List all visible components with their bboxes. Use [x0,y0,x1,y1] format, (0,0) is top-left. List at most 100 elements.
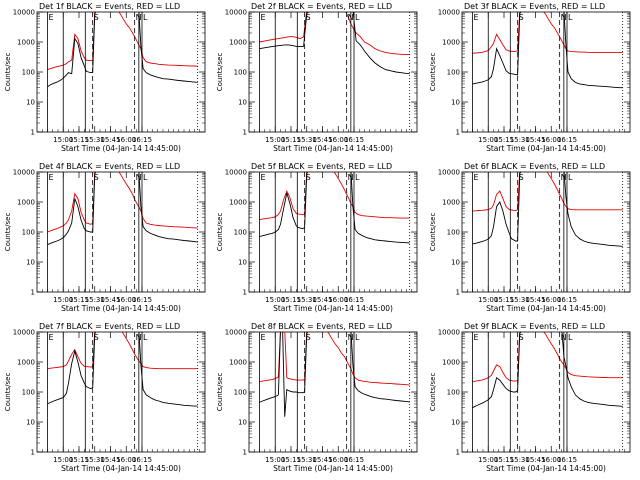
series-lld [472,332,623,383]
x-tick-label: 15:30 [510,456,530,464]
series-events [47,12,198,88]
x-tick-label: 15:00 [478,296,498,304]
x-tick-label: 16:15 [344,296,364,304]
y-tick-label: 1 [31,289,35,297]
x-tick-label: 16:00 [328,296,348,304]
panel-title: Det 8f BLACK = Events, RED = LLD [251,322,392,331]
y-tick-label: 1000 [229,359,247,367]
y-tick-label: 10000 [225,329,247,337]
y-tick-label: 1000 [17,359,35,367]
y-tick-label: 1 [31,449,35,457]
x-tick-label: 15:45 [525,136,545,144]
marker-label: L [355,173,360,182]
y-tick-label: 10 [26,259,35,267]
x-tick-label: 15:15 [281,136,301,144]
plot-frame [36,11,206,133]
series-lld [259,172,410,221]
y-axis-label: Counts/sec [429,213,437,252]
x-tick-label: 15:45 [525,296,545,304]
y-tick-label: 10000 [13,9,35,17]
y-tick-label: 10000 [13,169,35,177]
x-tick-label: 16:15 [344,136,364,144]
y-tick-label: 10 [26,99,35,107]
y-tick-label: 1000 [442,39,460,47]
plot-frame [36,331,206,453]
marker-label: S [94,333,99,342]
marker-label: E [49,13,54,22]
y-tick-label: 1000 [442,359,460,367]
x-tick-label: 15:00 [53,296,73,304]
y-tick-label: 10000 [225,169,247,177]
series-lld [472,172,623,212]
x-tick-label: 15:15 [494,456,514,464]
marker-label: E [49,333,54,342]
y-tick-label: 1 [31,129,35,137]
y-tick-label: 1 [243,129,247,137]
y-tick-label: 10000 [438,9,460,17]
y-axis-label: Counts/sec [4,373,12,412]
y-tick-label: 10 [451,99,460,107]
series-events [47,332,198,407]
x-tick-label: 15:00 [53,136,73,144]
marker-label: S [94,173,99,182]
marker-label: E [261,13,266,22]
x-tick-label: 16:00 [541,456,561,464]
x-tick-label: 15:15 [494,296,514,304]
x-tick-label: 15:30 [297,136,317,144]
series-events [47,172,198,246]
marker-label: L [143,333,148,342]
y-tick-label: 1000 [17,199,35,207]
panel-title: Det 6f BLACK = Events, RED = LLD [464,162,605,171]
x-tick-label: 16:15 [132,296,152,304]
panel-7f: Det 7f BLACK = Events, RED = LLD 1 10 100 10… [4,322,206,473]
y-tick-label: 10 [451,419,460,427]
marker-label: L [143,13,148,22]
panel-4f: Det 4f BLACK = Events, RED = LLD 1 10 100 10… [4,162,206,313]
x-tick-label: 15:30 [85,136,105,144]
y-tick-label: 100 [22,389,35,397]
panel-6f: Det 6f BLACK = Events, RED = LLD 1 10 100 10… [429,162,631,313]
panel-title: Det 5f BLACK = Events, RED = LLD [251,162,392,171]
series-lld [47,172,198,233]
x-tick-label: 16:00 [116,296,136,304]
marker-label: S [519,333,524,342]
y-tick-label: 1 [243,449,247,457]
marker-label: S [519,13,524,22]
marker-label: S [306,333,311,342]
y-tick-label: 100 [234,69,247,77]
panel-title: Det 2f BLACK = Events, RED = LLD [251,2,392,11]
x-tick-label: 15:15 [494,136,514,144]
x-tick-label: 15:30 [297,296,317,304]
y-tick-label: 1000 [229,39,247,47]
panel-8f: Det 8f BLACK = Events, RED = LLD 1 10 100 10… [216,322,418,473]
x-tick-label: 15:15 [281,296,301,304]
plot-frame [248,11,418,133]
y-tick-label: 100 [234,389,247,397]
x-tick-label: 15:15 [69,456,89,464]
y-tick-label: 100 [447,69,460,77]
plot-frame [248,331,418,453]
y-tick-label: 1 [243,289,247,297]
plot-frame [461,171,631,293]
marker-label: S [94,13,99,22]
x-axis-label: Start Time (04-Jan-14 14:45:00) [273,464,393,473]
marker-label: L [568,173,573,182]
series-events [472,12,623,89]
series-events [259,172,410,244]
x-tick-label: 15:45 [525,456,545,464]
panel-3f: Det 3f BLACK = Events, RED = LLD 1 10 100 10… [429,2,631,153]
x-axis-label: Start Time (04-Jan-14 14:45:00) [273,304,393,313]
marker-label: L [355,13,360,22]
panel-title: Det 9f BLACK = Events, RED = LLD [464,322,605,331]
y-tick-label: 1000 [17,39,35,47]
y-axis-label: Counts/sec [429,53,437,92]
x-axis-label: Start Time (04-Jan-14 14:45:00) [61,464,181,473]
marker-label: L [568,13,573,22]
marker-label: E [474,13,479,22]
panel-title: Det 7f BLACK = Events, RED = LLD [39,322,180,331]
y-axis-label: Counts/sec [216,213,224,252]
y-tick-label: 10000 [13,329,35,337]
y-tick-label: 1000 [229,199,247,207]
y-tick-label: 10000 [438,329,460,337]
x-tick-label: 15:15 [281,456,301,464]
